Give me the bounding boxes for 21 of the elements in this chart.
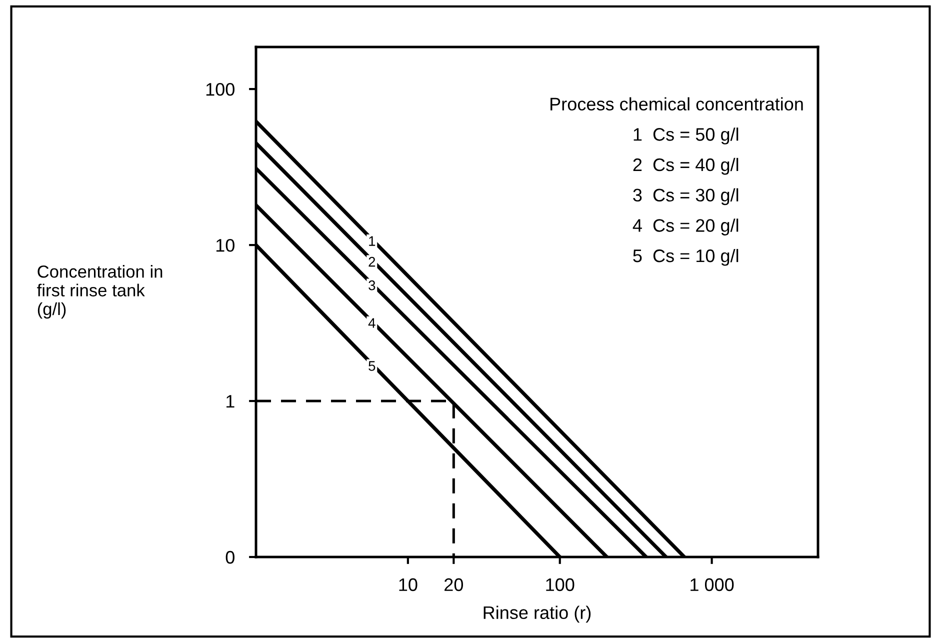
y-tick-label: 1 bbox=[226, 395, 234, 408]
annotation: 4 Cs = 20 g/l bbox=[632, 218, 738, 236]
x-tick-label: 1 000 bbox=[690, 578, 734, 592]
annotation: 2 bbox=[368, 256, 376, 267]
y-tick-label: 0 bbox=[226, 550, 234, 564]
y-tick-label: 10 bbox=[216, 238, 234, 252]
annotation: 5 Cs = 10 g/l bbox=[633, 248, 738, 266]
y-axis-title: Concentration in first rinse tank (g/l) bbox=[37, 265, 162, 319]
annotation: 1 Cs = 50 g/l bbox=[634, 128, 738, 144]
x-tick-label: 100 bbox=[546, 578, 574, 592]
x-tick-label: 10 bbox=[399, 578, 418, 592]
x-tick-label: 20 bbox=[444, 578, 464, 592]
y-tick-label: 100 bbox=[206, 82, 234, 96]
annotation: 3 bbox=[368, 280, 376, 290]
annotation: 5 bbox=[368, 361, 376, 371]
annotation: 3 Cs = 30 g/l bbox=[633, 188, 738, 206]
annotation: Process chemical concentration bbox=[550, 97, 803, 110]
annotation: 4 bbox=[368, 318, 376, 328]
annotation: 2 Cs = 40 g/l bbox=[633, 158, 738, 175]
x-axis-title: Rinse ratio (r) bbox=[484, 606, 591, 623]
annotation: 1 bbox=[369, 236, 376, 246]
